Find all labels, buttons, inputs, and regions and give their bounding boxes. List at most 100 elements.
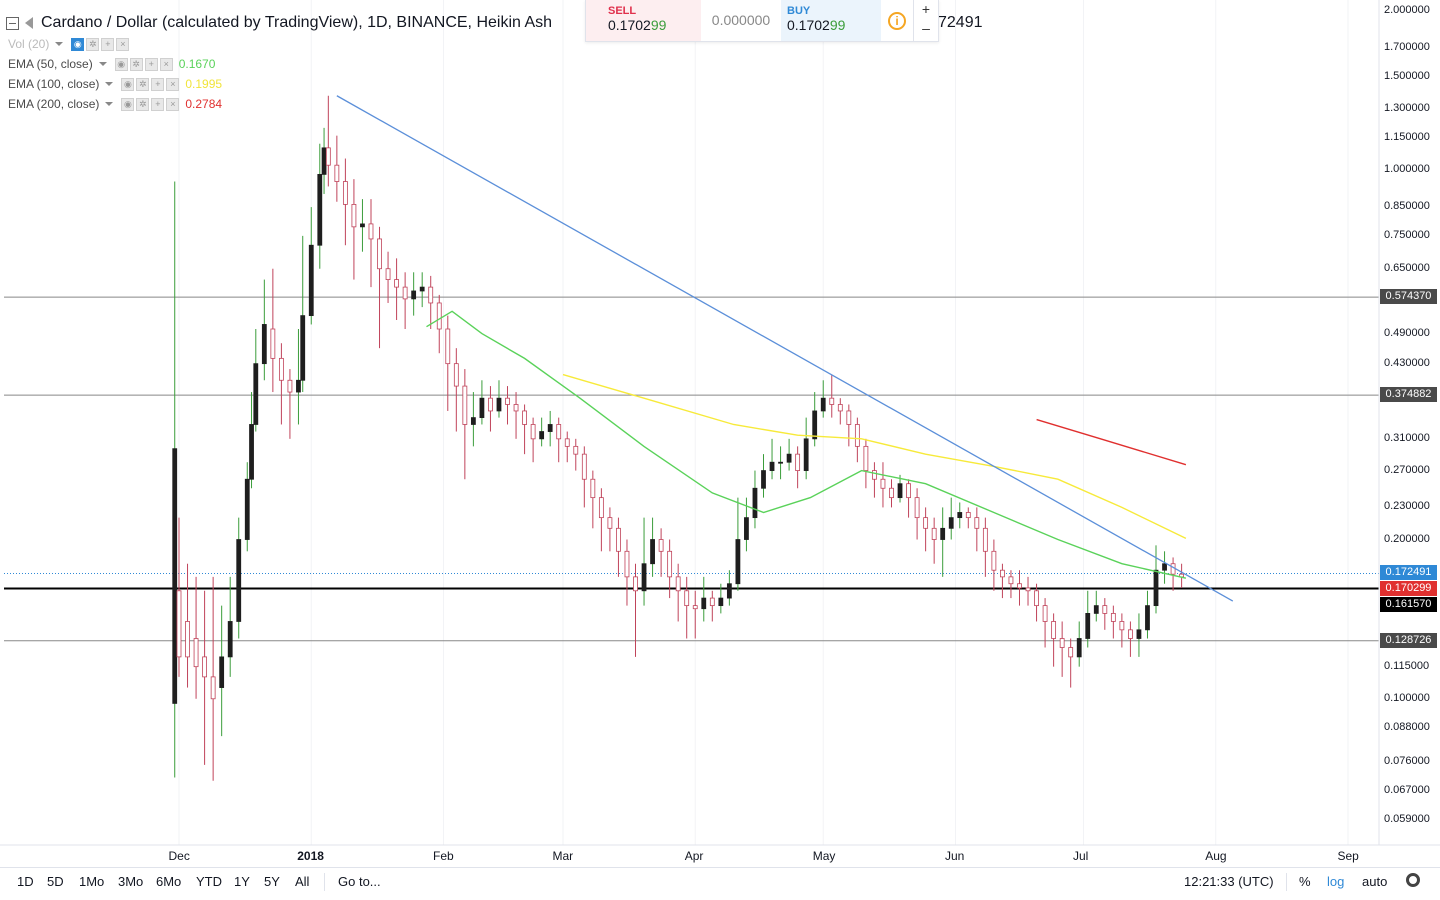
eye-icon[interactable]: ◉ xyxy=(121,77,135,91)
collapse-icon[interactable] xyxy=(6,16,19,30)
legend-ema100[interactable]: EMA (100, close) ◉ ✲ + × 0.1995 xyxy=(8,77,222,91)
candle-body xyxy=(701,597,707,610)
candle-body xyxy=(210,676,216,700)
candle-body xyxy=(1034,590,1039,607)
gear-icon[interactable]: ✲ xyxy=(86,37,100,51)
close-icon[interactable]: × xyxy=(166,77,180,91)
gear-icon[interactable]: ✲ xyxy=(136,77,150,91)
quantity-increase-button[interactable]: + xyxy=(921,1,931,17)
candle-body xyxy=(957,512,963,519)
candle-body xyxy=(1000,569,1005,578)
candle-body xyxy=(1008,576,1014,585)
plus-icon[interactable]: + xyxy=(151,97,165,111)
percent-scale-toggle[interactable]: % xyxy=(1299,874,1311,889)
price-tick-label: 0.310000 xyxy=(1384,431,1430,444)
sell-button[interactable]: SELL 0.170299 xyxy=(586,0,701,41)
candle-body xyxy=(505,397,510,405)
legend-ema200[interactable]: EMA (200, close) ◉ ✲ + × 0.2784 xyxy=(8,97,222,111)
quantity-decrease-button[interactable]: – xyxy=(922,20,930,36)
info-button[interactable]: i xyxy=(881,0,913,41)
legend-name: EMA (200, close) xyxy=(8,97,100,111)
gear-icon[interactable]: ✲ xyxy=(136,97,150,111)
candle-body xyxy=(172,448,178,704)
candle-body xyxy=(692,605,698,610)
log-scale-toggle[interactable]: log xyxy=(1327,874,1345,889)
price-tick-label: 2.000000 xyxy=(1384,3,1430,16)
flag-icon[interactable] xyxy=(25,17,33,29)
range-5d-button[interactable]: 5D xyxy=(47,874,64,889)
range-1d-button[interactable]: 1D xyxy=(17,874,34,889)
candle-body xyxy=(923,517,929,529)
candle-body xyxy=(650,539,655,565)
candle-body xyxy=(598,497,604,519)
candle-body xyxy=(176,590,182,658)
candle-body xyxy=(948,517,954,529)
utc-clock[interactable]: 12:21:33 (UTC) xyxy=(1184,874,1274,889)
goto-date-button[interactable]: Go to... xyxy=(338,874,381,889)
chart-title-tail: 72491 xyxy=(938,14,983,31)
legend-value: 0.1995 xyxy=(185,77,223,91)
toolbar-divider xyxy=(324,873,325,891)
ema200-line xyxy=(1036,418,1187,466)
range-5y-button[interactable]: 5Y xyxy=(264,874,280,889)
candle-body xyxy=(368,223,374,240)
candle-body xyxy=(1170,563,1176,575)
candle-body xyxy=(863,445,869,471)
candle-body xyxy=(812,410,818,440)
chevron-down-icon[interactable] xyxy=(105,82,114,86)
close-icon[interactable]: × xyxy=(166,97,180,111)
close-icon[interactable]: × xyxy=(159,57,173,71)
candle-body xyxy=(325,147,331,166)
plus-icon[interactable]: + xyxy=(144,57,158,71)
candle-body xyxy=(300,315,306,381)
time-tick-label: Sep xyxy=(1337,849,1359,863)
candle-body xyxy=(1136,629,1142,639)
candle-body xyxy=(360,223,365,228)
buy-label: BUY xyxy=(787,5,811,17)
auto-scale-toggle[interactable]: auto xyxy=(1362,874,1388,889)
close-icon[interactable]: × xyxy=(116,37,130,51)
candle-body xyxy=(573,445,579,455)
range-3mo-button[interactable]: 3Mo xyxy=(118,874,144,889)
chevron-down-icon[interactable] xyxy=(105,102,114,106)
price-tick-label: 0.088000 xyxy=(1384,721,1430,734)
gear-icon[interactable] xyxy=(1406,873,1420,887)
range-1y-button[interactable]: 1Y xyxy=(234,874,250,889)
legend-value: 0.2784 xyxy=(185,97,223,111)
candle-body xyxy=(726,583,732,599)
eye-icon[interactable]: ◉ xyxy=(114,57,128,71)
price-tick-label: 0.200000 xyxy=(1384,532,1430,545)
plus-icon[interactable]: + xyxy=(151,77,165,91)
eye-icon[interactable]: ◉ xyxy=(121,97,135,111)
legend-ema50[interactable]: EMA (50, close) ◉ ✲ + × 0.1670 xyxy=(8,57,215,71)
price-tick-label: 0.076000 xyxy=(1384,754,1430,767)
gear-icon[interactable]: ✲ xyxy=(129,57,143,71)
eye-icon[interactable]: ◉ xyxy=(71,37,85,51)
candle-body xyxy=(411,290,417,300)
price-tick-label: 0.230000 xyxy=(1384,500,1430,513)
range-all-button[interactable]: All xyxy=(295,874,310,889)
candle-body xyxy=(1051,621,1057,639)
candle-body xyxy=(556,424,562,440)
chevron-down-icon[interactable] xyxy=(98,62,107,66)
plus-icon[interactable]: + xyxy=(101,37,115,51)
candle-body xyxy=(253,363,259,425)
range-ytd-button[interactable]: YTD xyxy=(196,874,222,889)
candle-body xyxy=(991,550,997,571)
legend-volume[interactable]: Vol (20) ◉ ✲ + × xyxy=(8,37,135,51)
price-chart[interactable] xyxy=(0,0,1440,867)
buy-button[interactable]: BUY 0.170299 xyxy=(781,0,881,41)
candle-body xyxy=(202,656,207,678)
candle-body xyxy=(906,483,911,499)
price-tick-label: 0.067000 xyxy=(1384,783,1430,796)
sell-price-tail: 99 xyxy=(650,17,667,33)
chart-title: Cardano / Dollar (calculated by TradingV… xyxy=(41,14,553,31)
candle-body xyxy=(709,597,715,607)
chevron-down-icon[interactable] xyxy=(55,42,64,46)
range-6mo-button[interactable]: 6Mo xyxy=(156,874,182,889)
candle-body xyxy=(761,470,766,489)
candle-body xyxy=(769,461,775,471)
range-1mo-button[interactable]: 1Mo xyxy=(79,874,105,889)
candle-body xyxy=(897,483,903,499)
trendline-layer xyxy=(336,95,1234,602)
